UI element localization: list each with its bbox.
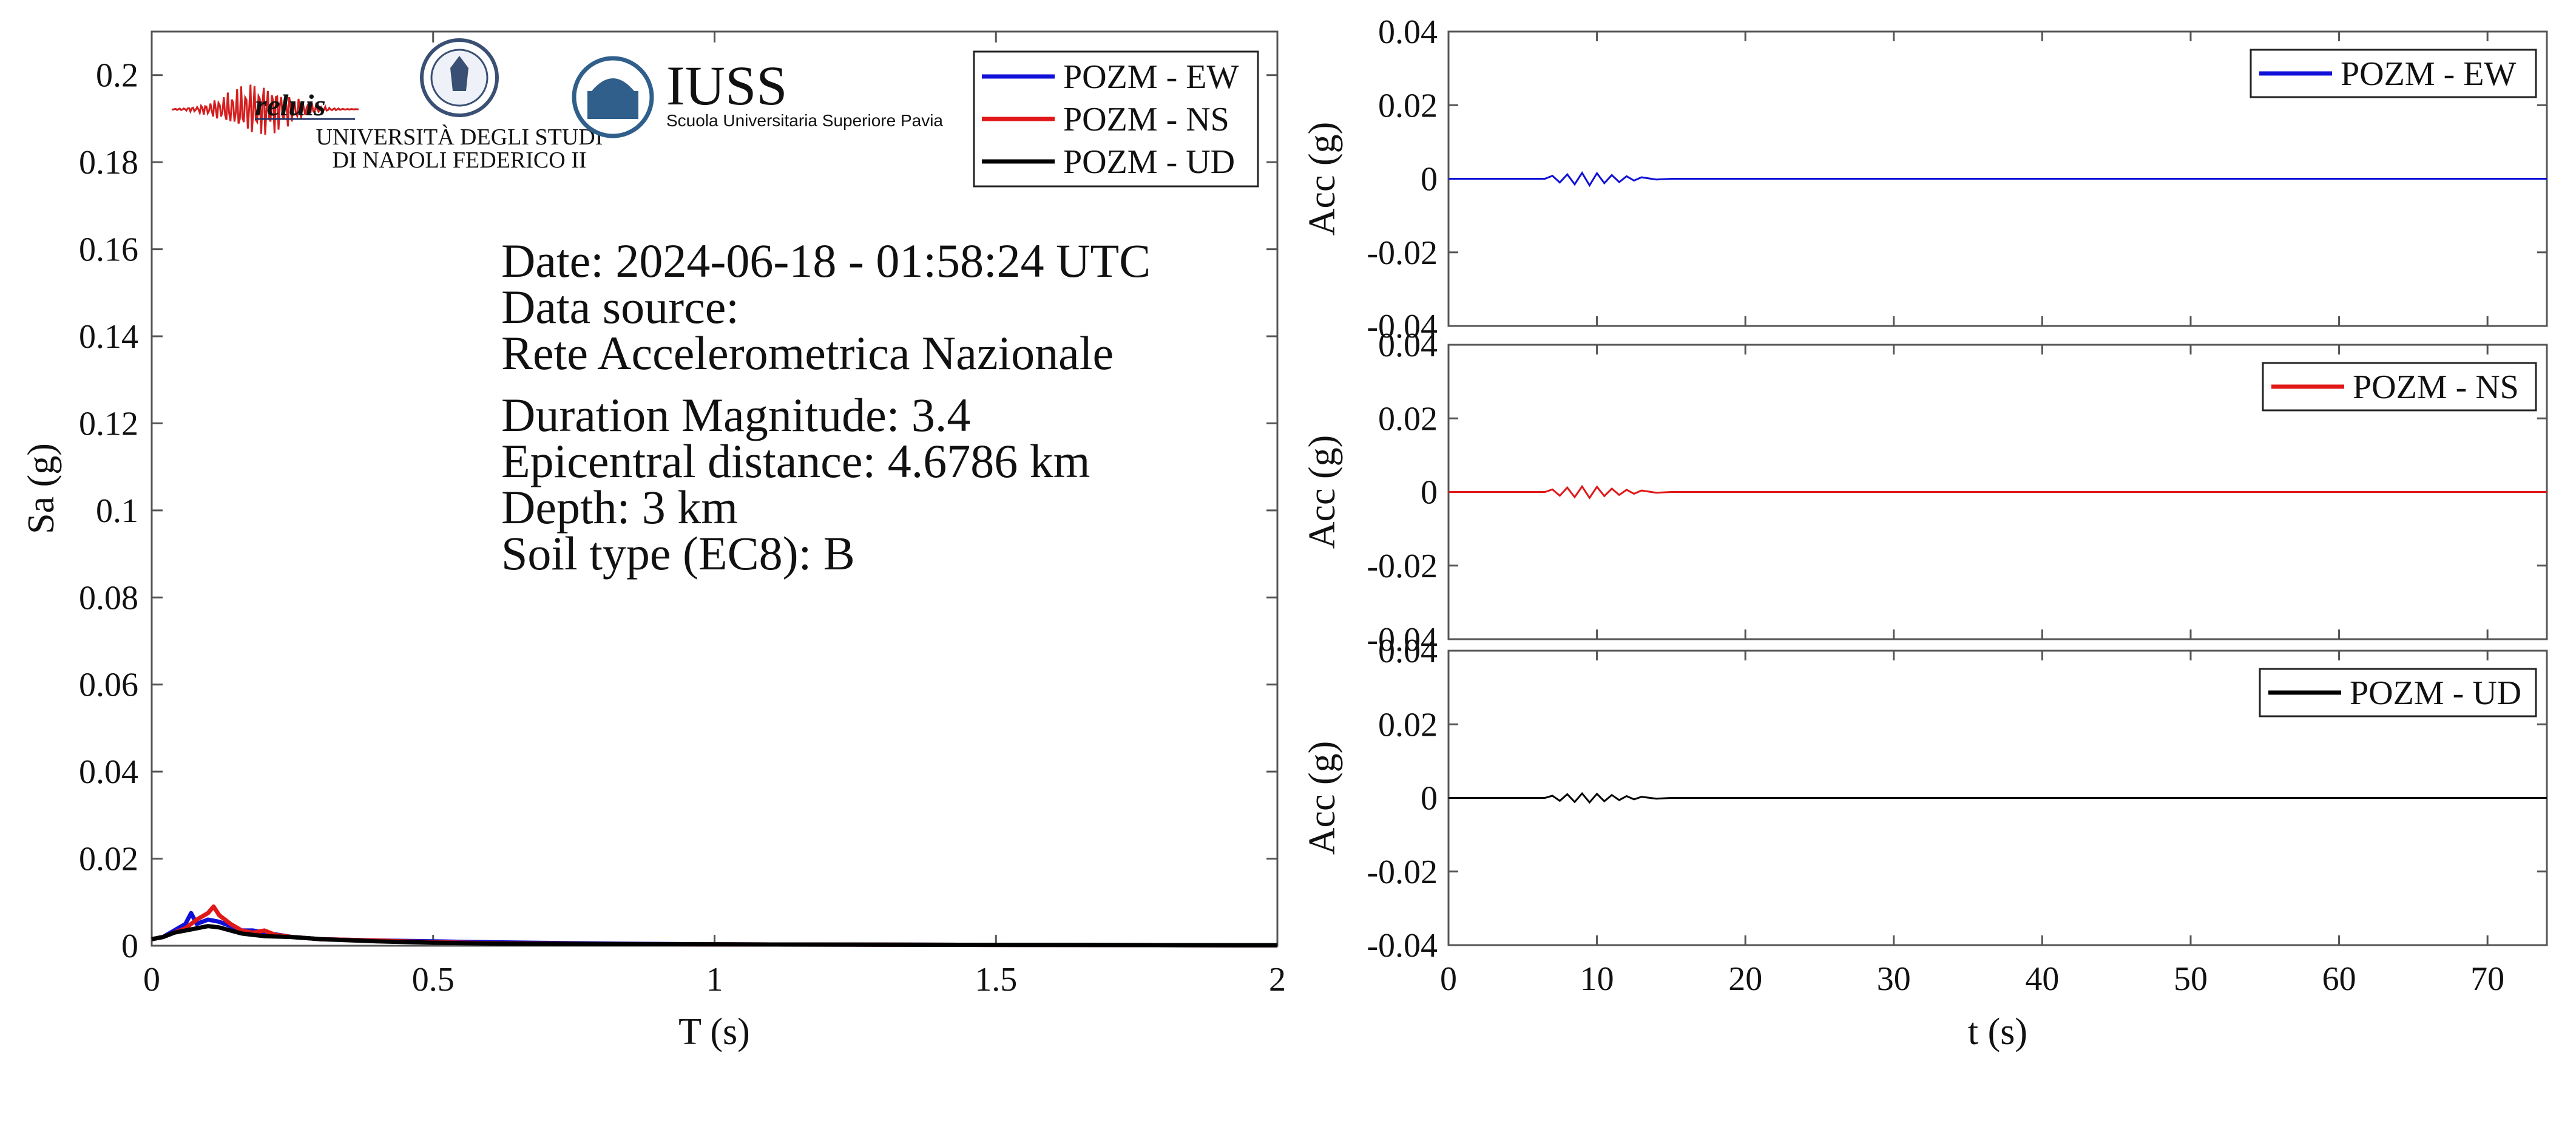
acc-x-tick-label: 30	[1877, 960, 1911, 998]
acc-x-tick-label: 70	[2470, 960, 2504, 998]
accelerogram-panels: -0.04 -0.02 0 0.02 0.04 Acc (g) POZM - EW -0.0…	[1302, 13, 2548, 1053]
spectrum-series-line	[151, 924, 1278, 948]
acc-ns-y-axis-label: Acc (g)	[1302, 435, 1343, 549]
unina-seal-figure	[450, 56, 468, 91]
accelerogram-ud-panel: -0.04 -0.02 0 0.02 0.04 0 10 20 30 40 50 60 70 Acc (g…	[1302, 633, 2548, 998]
info-source-name: Rete Accelerometrica Nazionale	[501, 327, 1114, 379]
spectrum-tick-labels: 0 0.02 0.04 0.06 0.08 0.1 0.12 0.14 0.16 0.18 0.2 0…	[79, 57, 1286, 999]
acc-ud-y-tick-label: -0.02	[1367, 853, 1438, 891]
info-depth: Depth: 3 km	[501, 481, 738, 534]
acc-ew-y-tick-label: 0	[1421, 161, 1438, 198]
info-magnitude: Duration Magnitude: 3.4	[501, 388, 970, 441]
acc-ud-y-axis-label: Acc (g)	[1302, 741, 1343, 855]
acc-x-tick-label: 20	[1728, 960, 1762, 998]
acc-x-tick-label: 0	[1440, 960, 1457, 998]
acc-ew-y-axis-label: Acc (g)	[1302, 122, 1343, 236]
event-info: Date: 2024-06-18 - 01:58:24 UTC Data sou…	[501, 234, 1151, 580]
spectrum-x-axis-label: T (s)	[678, 1011, 750, 1053]
spectrum-legend: POZM - EW POZM - NS POZM - UD	[973, 50, 1259, 188]
acc-ns-y-tick-label: 0.02	[1378, 400, 1438, 438]
iuss-logo: IUSS Scuola Universitaria Superiore Pavi…	[572, 55, 943, 138]
acc-ud-y-tick-label: 0.02	[1378, 706, 1438, 744]
info-source-label: Data source:	[501, 280, 739, 333]
acc-ns-y-tick-label: 0	[1421, 474, 1438, 512]
spectrum-x-tick-label: 0.5	[412, 961, 455, 999]
spectrum-y-tick-label: 0.12	[79, 405, 138, 443]
spectrum-x-tick-label: 1	[706, 961, 723, 999]
iuss-logo-name: IUSS	[666, 55, 787, 117]
info-date: Date: 2024-06-18 - 01:58:24 UTC	[501, 234, 1151, 287]
reluis-wave-line	[171, 84, 359, 135]
acc-ns-trace	[1449, 484, 2547, 500]
unina-logo-line2: DI NAPOLI FEDERICO II	[332, 148, 586, 173]
spectrum-panel: 0 0.02 0.04 0.06 0.08 0.1 0.12 0.14 0.16 0.18 0.2 0…	[21, 30, 1286, 1053]
spectrum-x-tick-label: 2	[1269, 961, 1286, 999]
spectrum-y-tick-label: 0.02	[79, 841, 138, 878]
spectrum-x-tick-label: 0	[143, 961, 160, 999]
acc-ud-y-tick-label: 0	[1421, 780, 1438, 818]
acc-ns-y-tick-label: 0.04	[1378, 327, 1438, 364]
acc-x-tick-label: 10	[1580, 960, 1614, 998]
acc-ew-legend-box	[2250, 49, 2537, 98]
spectrum-y-axis-label: Sa (g)	[21, 443, 62, 534]
acc-ew-y-tick-label: -0.04	[1367, 308, 1438, 345]
accelerogram-ns-panel: -0.04 -0.02 0 0.02 0.04 Acc (g) POZM - NS	[1302, 327, 2548, 659]
acc-ud-y-tick-label: 0.04	[1378, 633, 1438, 670]
acc-ud-legend-label: POZM - UD	[2350, 674, 2521, 712]
spectrum-y-tick-label: 0	[121, 928, 138, 965]
spectrum-y-tick-label: 0.14	[79, 318, 138, 356]
unina-logo-line1: UNIVERSITÀ DEGLI STUDI	[316, 124, 603, 150]
spectrum-y-tick-label: 0.06	[79, 666, 138, 704]
spectrum-y-tick-label: 0.2	[96, 57, 138, 95]
acc-ns-legend-label: POZM - NS	[2353, 368, 2519, 406]
acc-ew-trace	[1449, 171, 2547, 188]
iuss-emblem-dome	[592, 78, 634, 91]
spectrum-y-tick-label: 0.18	[79, 144, 138, 181]
acc-ew-y-tick-label: 0.02	[1378, 87, 1438, 124]
reluis-waveform-icon	[171, 84, 359, 135]
acc-ew-y-tick-label: 0.04	[1378, 13, 1438, 51]
info-soil: Soil type (EC8): B	[501, 527, 855, 580]
iuss-logo-subtitle: Scuola Universitaria Superiore Pavia	[666, 111, 943, 130]
acc-x-tick-label: 40	[2025, 960, 2059, 998]
acc-x-tick-label: 60	[2322, 960, 2356, 998]
iuss-emblem-building	[587, 91, 638, 119]
acc-ns-y-tick-label: -0.04	[1367, 621, 1438, 659]
spectrum-x-tick-label: 1.5	[975, 961, 1017, 999]
acc-ns-y-tick-label: -0.02	[1367, 548, 1438, 585]
legend-label-ud: POZM - UD	[1063, 143, 1235, 181]
spectrum-y-tick-label: 0.08	[79, 579, 138, 617]
legend-label-ew: POZM - EW	[1063, 58, 1239, 96]
acc-ud-trace	[1449, 792, 2547, 804]
acc-x-tick-label: 50	[2174, 960, 2208, 998]
spectrum-y-tick-label: 0.1	[96, 492, 138, 530]
spectrum-y-tick-label: 0.16	[79, 231, 138, 269]
spectrum-series	[151, 904, 1278, 948]
acc-ud-y-tick-label: -0.04	[1367, 927, 1438, 965]
accelerogram-ew-panel: -0.04 -0.02 0 0.02 0.04 Acc (g) POZM - EW	[1302, 13, 2548, 345]
acc-ew-legend-label: POZM - EW	[2341, 55, 2516, 93]
reluis-logo: reluis	[171, 84, 359, 135]
acc-ew-y-tick-label: -0.02	[1367, 234, 1438, 272]
spectrum-y-tick-label: 0.04	[79, 753, 138, 791]
legend-label-ns: POZM - NS	[1063, 101, 1229, 138]
accelerogram-x-axis-label: t (s)	[1968, 1011, 2027, 1053]
info-distance: Epicentral distance: 4.6786 km	[501, 435, 1090, 487]
unina-logo: UNIVERSITÀ DEGLI STUDI DI NAPOLI FEDERIC…	[316, 38, 603, 173]
reluis-logo-text: reluis	[255, 88, 326, 122]
